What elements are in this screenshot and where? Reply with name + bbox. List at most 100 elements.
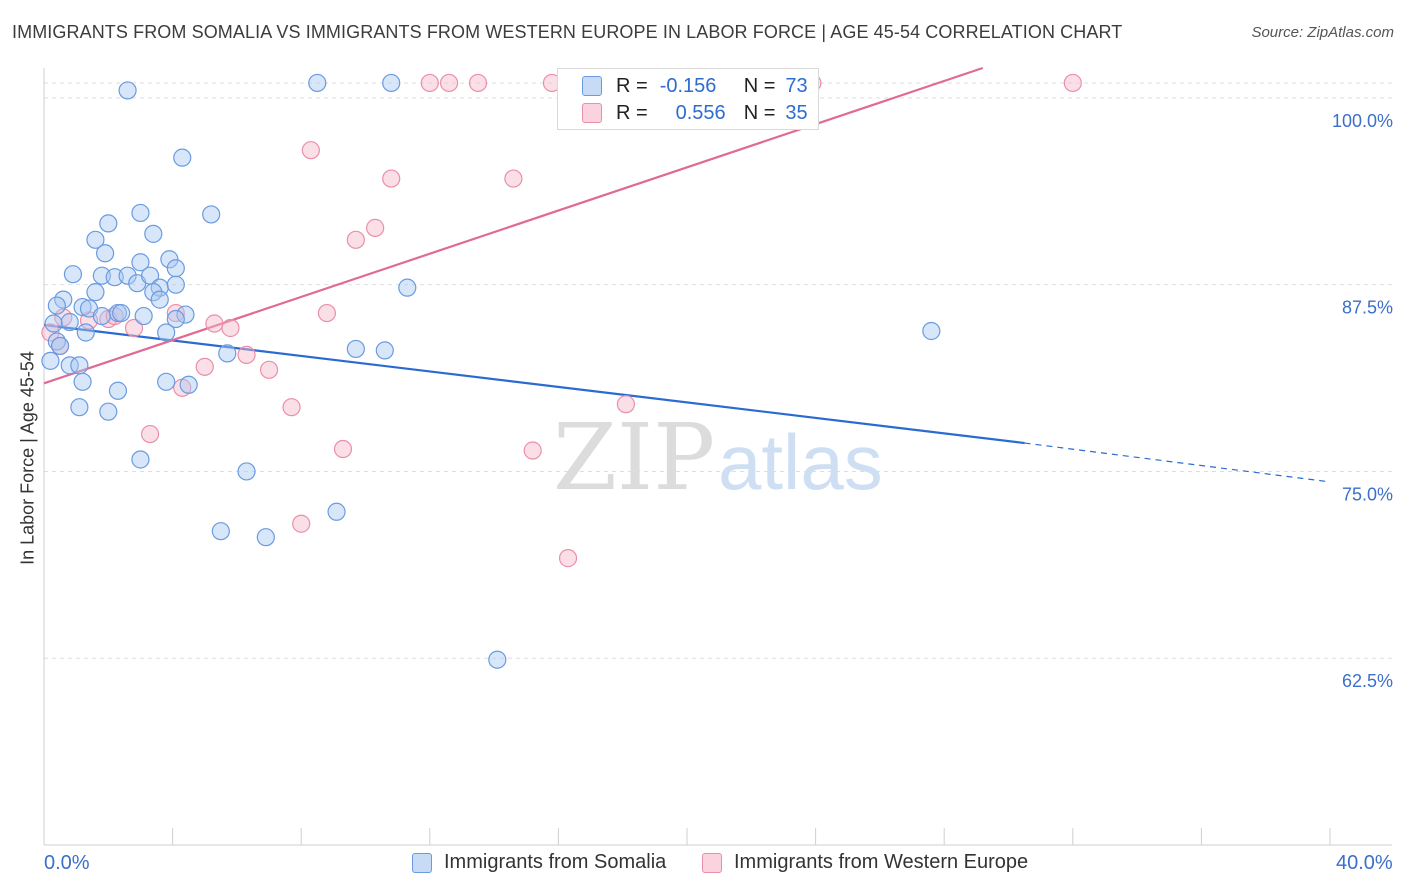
point-somalia: [76, 323, 95, 342]
point-somalia: [118, 81, 137, 100]
stats-legend: R = -0.156 N = 73 R = 0.556 N = 35: [557, 68, 819, 130]
point-somalia: [99, 402, 118, 421]
point-somalia: [202, 205, 221, 224]
point-somalia: [92, 306, 111, 326]
trend-extension-somalia: [1024, 442, 1331, 483]
y-tick-label: 62.5%: [1342, 671, 1393, 691]
point-somalia: [488, 650, 507, 669]
point-western-europe: [301, 141, 320, 160]
y-tick-labels: 62.5% 75.0% 87.5% 100.0%: [1332, 111, 1393, 691]
data-points: [41, 73, 1082, 669]
point-somalia: [922, 321, 941, 341]
point-somalia: [160, 250, 179, 269]
point-western-europe: [439, 73, 459, 93]
point-somalia: [73, 372, 92, 391]
point-somalia: [118, 266, 137, 285]
watermark: ZIP atlas: [553, 404, 883, 511]
point-western-europe: [195, 357, 214, 376]
somalia-swatch: [582, 76, 602, 96]
point-western-europe: [346, 230, 365, 249]
r-value-western-europe: 0.556: [675, 101, 726, 124]
point-somalia: [346, 339, 365, 359]
r-label: R =: [616, 74, 648, 97]
n-label: N =: [743, 101, 776, 124]
point-somalia: [398, 278, 417, 297]
point-somalia: [63, 265, 83, 284]
point-somalia: [218, 344, 237, 363]
y-tick-label: 87.5%: [1342, 298, 1393, 318]
trend-lines: [43, 66, 1331, 483]
source-credit: Source: ZipAtlas.com: [1251, 24, 1394, 41]
n-label: N =: [743, 74, 776, 97]
r-value-somalia: -0.156: [659, 74, 717, 97]
point-somalia: [150, 290, 169, 309]
point-western-europe: [166, 303, 185, 323]
n-value-somalia: 73: [785, 74, 808, 97]
point-western-europe: [558, 549, 578, 568]
stats-row-somalia: R = -0.156 N = 73: [582, 73, 808, 99]
point-western-europe: [221, 318, 240, 338]
point-somalia: [166, 275, 185, 294]
point-somalia: [237, 462, 256, 481]
point-somalia: [382, 73, 401, 93]
point-somalia: [47, 296, 66, 315]
point-somalia: [99, 214, 118, 233]
trend-line-somalia: [43, 323, 1025, 445]
point-somalia: [112, 303, 131, 323]
chart-title: IMMIGRANTS FROM SOMALIA VS IMMIGRANTS FR…: [12, 22, 1123, 42]
point-somalia: [86, 230, 105, 249]
x-tick-label-min: 0.0%: [44, 852, 90, 874]
n-value-western-europe: 35: [785, 101, 808, 124]
point-somalia: [70, 398, 89, 417]
point-western-europe: [237, 345, 256, 364]
point-somalia: [131, 253, 150, 272]
point-somalia: [60, 356, 79, 375]
point-somalia: [157, 323, 176, 342]
point-somalia: [211, 522, 230, 541]
point-western-europe: [366, 218, 385, 237]
point-western-europe: [292, 514, 311, 533]
gridlines: [44, 82, 1392, 659]
point-western-europe: [205, 314, 224, 333]
point-somalia: [144, 224, 163, 243]
point-somalia: [173, 148, 192, 167]
legend-label-somalia: Immigrants from Somalia: [444, 851, 667, 873]
point-somalia: [179, 375, 198, 394]
point-somalia: [95, 244, 115, 263]
point-western-europe: [124, 318, 144, 338]
point-western-europe: [333, 439, 353, 459]
western-europe-swatch: [582, 103, 602, 123]
point-somalia: [86, 283, 105, 302]
point-somalia: [166, 309, 185, 329]
point-western-europe: [317, 303, 337, 323]
point-somalia: [157, 372, 176, 391]
stats-row-western-europe: R = 0.556 N = 35: [582, 100, 808, 126]
y-tick-label: 75.0%: [1342, 484, 1393, 504]
point-western-europe: [504, 169, 523, 188]
y-axis-label: In Labor Force | Age 45-54: [17, 351, 38, 565]
point-western-europe: [382, 169, 401, 188]
point-somalia: [70, 356, 89, 375]
series-legend: Immigrants from Somalia Immigrants from …: [0, 851, 1406, 879]
point-western-europe: [259, 360, 279, 379]
point-somalia: [308, 73, 327, 93]
legend-swatch-somalia: [412, 852, 432, 873]
point-somalia: [134, 306, 153, 326]
point-somalia: [41, 351, 60, 370]
legend-swatch-western-europe: [702, 852, 722, 873]
legend-item-western-europe: Immigrants from Western Europe: [702, 851, 1028, 874]
point-western-europe: [140, 424, 160, 444]
point-somalia: [166, 259, 185, 278]
point-western-europe: [420, 73, 439, 93]
watermark-zip: ZIP: [553, 404, 715, 511]
legend-label-western-europe: Immigrants from Western Europe: [734, 851, 1029, 873]
watermark-atlas: atlas: [718, 418, 883, 506]
point-somalia: [50, 336, 70, 356]
axes: [43, 68, 1392, 846]
r-label: R =: [616, 101, 648, 124]
point-western-europe: [616, 395, 636, 414]
point-western-europe: [1063, 73, 1082, 93]
point-somalia: [131, 203, 150, 223]
point-somalia: [60, 312, 79, 332]
